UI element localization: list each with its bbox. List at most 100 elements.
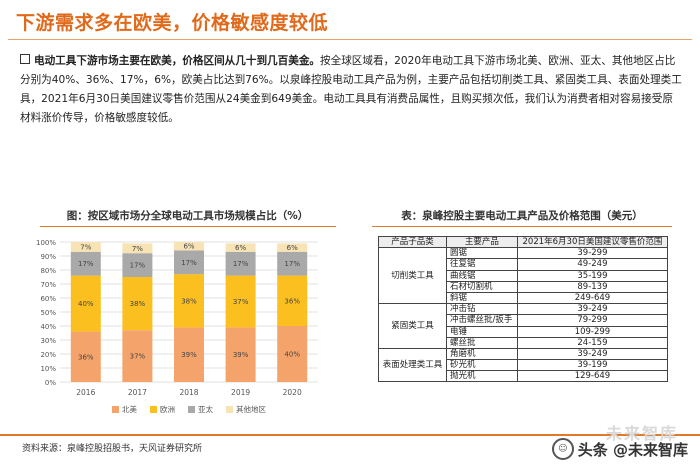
table-row: 抛光机 129-649 (379, 370, 669, 383)
x-tick-label: 2019 (231, 388, 250, 397)
table-row: 紧固类工具 冲击钻 39-249 (378, 303, 669, 349)
bar-segment (122, 253, 153, 277)
footer-divider (0, 434, 700, 436)
table-row: 冲击螺丝批/扳手 79-299 (379, 314, 669, 327)
bar-segment (225, 275, 256, 328)
data-label: 37% (233, 298, 249, 306)
product-cell: 圆锯 (445, 247, 518, 260)
title-divider (8, 39, 692, 40)
data-label: 39% (181, 351, 197, 359)
category-cell: 表面处理类工具 (378, 347, 447, 383)
product-cell: 往复锯 (445, 258, 518, 271)
chart-title: 图：按区域市场分全球电动工具市场规模占比（%） (66, 210, 309, 222)
price-cell: 129-649 (516, 370, 669, 383)
product-cell: 曲线锯 (445, 269, 518, 282)
price-cell: 249-649 (516, 291, 669, 305)
bar-segment (225, 327, 256, 382)
y-tick-label: 10% (40, 365, 56, 373)
bar-segment (122, 243, 153, 254)
bar-segment (225, 243, 256, 252)
product-cell: 电锤 (445, 325, 518, 338)
price-cell: 109-299 (516, 325, 669, 338)
price-cell: 35-199 (516, 269, 669, 282)
bar-segment (70, 275, 101, 332)
price-cell: 39-299 (516, 247, 669, 260)
bar-segment (225, 251, 256, 276)
data-label: 17% (130, 262, 146, 270)
data-label: 17% (284, 260, 300, 268)
y-tick-label: 100% (36, 239, 56, 247)
data-label: 7% (80, 243, 91, 251)
page-title: 下游需求多在欧美，价格敏感度较低 (16, 12, 329, 34)
y-tick-label: 50% (40, 309, 56, 317)
price-cell: 89-139 (516, 280, 669, 293)
table-title-divider (372, 226, 672, 227)
product-cell: 螺丝批 (445, 336, 518, 349)
bar-segment (70, 331, 101, 382)
summary-lead: 电动工具下游市场主要在欧美，价格区间从几十到几百美金。 (34, 55, 321, 67)
y-tick-label: 80% (40, 267, 56, 275)
legend-label: 欧洲 (160, 404, 175, 414)
bar-segment (174, 250, 204, 275)
table-row: 切削类工具 圆锯 39-299 (378, 247, 669, 305)
data-label: 39% (233, 351, 249, 359)
bar-segment (70, 242, 101, 252)
bar-segment (174, 274, 204, 328)
legend-swatch (112, 406, 119, 413)
y-tick-label: 70% (40, 281, 56, 289)
bar-segment (122, 277, 153, 331)
product-cell: 石材切割机 (445, 280, 518, 293)
data-label: 40% (284, 351, 300, 359)
legend-label: 其他地区 (236, 404, 266, 414)
table-row: 石材切割机 89-139 (379, 280, 669, 293)
bar-segment (277, 275, 308, 326)
watermark: 未来智库 ☺ 头条 @未来智库 (551, 424, 688, 462)
bar-segment (277, 243, 308, 252)
price-cell: 79-299 (516, 314, 669, 327)
product-cell: 冲击螺丝批/扳手 (445, 314, 518, 327)
table-title: 表：泉峰控股主要电动工具产品及价格范围（美元） (401, 210, 643, 222)
column-header: 主要产品 (445, 235, 518, 249)
table-row: 往复锯 49-249 (379, 258, 669, 271)
legend-swatch (150, 406, 157, 413)
y-tick-label: 90% (40, 253, 56, 261)
chart-title-divider (40, 226, 336, 227)
bar-segment (174, 327, 204, 382)
column-header: 产品子品类 (378, 235, 447, 249)
product-cell: 冲击钻 (445, 303, 518, 316)
price-cell: 39-249 (516, 347, 669, 361)
data-label: 38% (181, 297, 197, 305)
data-label: 17% (181, 259, 197, 267)
data-label: 6% (183, 243, 194, 251)
stacked-bar-chart: 0% 10% 20% 30% 40% 50% 60% 70% 80% 90% 100% 36% 40% 1… (36, 239, 318, 414)
price-cell: 39-249 (516, 303, 669, 316)
watermark-faded-text: 未来智库 (605, 424, 678, 443)
x-tick-label: 2017 (128, 388, 147, 397)
legend-label: 亚太 (198, 404, 213, 414)
x-tick-label: 2018 (179, 388, 198, 397)
source-note: 资料来源：泉峰控股招股书，天风证券研究所 (22, 444, 203, 454)
table-row: 螺丝批 24-159 (379, 336, 669, 349)
y-tick-label: 30% (40, 337, 56, 345)
x-tick-label: 2016 (76, 388, 95, 397)
product-cell: 抛光机 (445, 370, 518, 383)
summary-body: 按全球区域看，2020年电动工具下游市场北美、欧洲、亚太、其他地区占比分别为40… (20, 55, 682, 124)
column-header: 2021年6月30日美国建议零售价范围 (516, 235, 669, 249)
checkbox-bullet-icon (20, 54, 30, 64)
bar-segment (174, 242, 204, 251)
data-label: 7% (132, 245, 143, 253)
data-label: 6% (235, 244, 246, 252)
x-tick-label: 2020 (283, 388, 302, 397)
product-cell: 斜锯 (445, 291, 518, 305)
table-row: 表面处理类工具 角磨机 39-249 (378, 347, 669, 383)
data-label: 36% (284, 297, 300, 305)
y-tick-label: 40% (40, 323, 56, 331)
data-label: 38% (130, 300, 146, 308)
data-label: 40% (78, 300, 94, 308)
summary-paragraph: 电动工具下游市场主要在欧美，价格区间从几十到几百美金。按全球区域看，2020年电… (20, 52, 682, 128)
data-label: 36% (78, 353, 94, 361)
legend-label: 北美 (122, 404, 137, 414)
table-header-row: 产品子品类 主要产品 2021年6月30日美国建议零售价范围 (378, 235, 669, 249)
watermark-text: 头条 @未来智库 (577, 440, 688, 459)
bar-segment (277, 251, 308, 276)
